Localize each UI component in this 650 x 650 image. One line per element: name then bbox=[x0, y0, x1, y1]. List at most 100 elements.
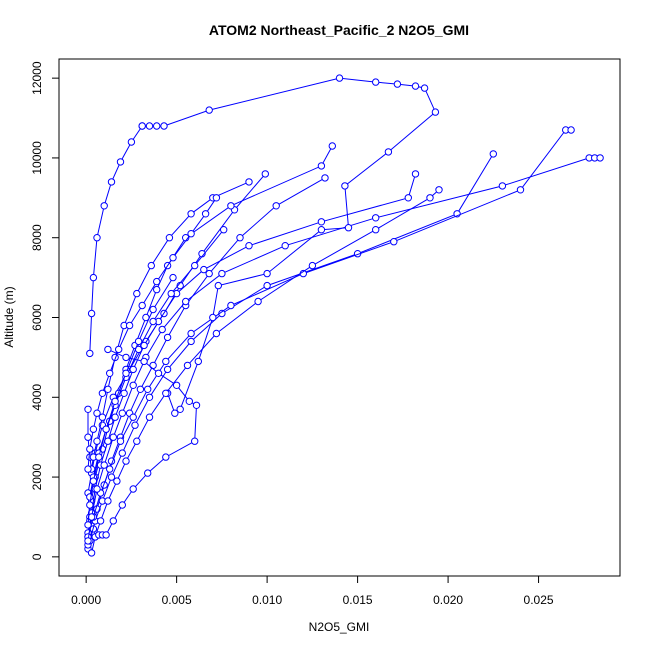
data-point bbox=[431, 108, 440, 116]
data-point bbox=[129, 485, 137, 493]
x-tick-label: 0.020 bbox=[433, 593, 463, 607]
data-point bbox=[118, 449, 127, 457]
data-point bbox=[187, 329, 195, 338]
data-point bbox=[84, 405, 92, 413]
data-point bbox=[89, 273, 98, 282]
data-point bbox=[116, 437, 125, 445]
data-point bbox=[411, 170, 420, 178]
series-4 bbox=[84, 170, 420, 537]
data-point bbox=[111, 413, 119, 421]
data-point bbox=[205, 269, 213, 278]
data-point bbox=[109, 433, 118, 441]
data-point bbox=[162, 357, 170, 366]
data-point bbox=[158, 325, 166, 334]
data-point bbox=[281, 242, 289, 250]
data-point bbox=[118, 409, 127, 417]
data-point bbox=[140, 357, 148, 366]
data-point bbox=[516, 186, 525, 194]
data-point bbox=[95, 453, 103, 461]
y-axis-title: Altitude (m) bbox=[2, 286, 16, 347]
data-point bbox=[167, 289, 175, 298]
data-point bbox=[153, 277, 161, 286]
data-point bbox=[328, 142, 336, 150]
data-point bbox=[169, 254, 177, 262]
data-point bbox=[227, 301, 235, 310]
data-point bbox=[162, 389, 170, 397]
data-point bbox=[160, 122, 168, 130]
data-point bbox=[129, 381, 137, 389]
data-point bbox=[153, 285, 161, 294]
data-point bbox=[426, 194, 434, 202]
data-point bbox=[335, 74, 344, 82]
data-point bbox=[104, 345, 112, 354]
data-point bbox=[104, 437, 112, 445]
data-point bbox=[98, 413, 107, 421]
series-6 bbox=[84, 126, 575, 541]
data-point bbox=[93, 234, 101, 242]
data-point bbox=[89, 425, 98, 433]
data-point bbox=[372, 78, 380, 86]
data-point bbox=[272, 202, 280, 210]
series-12 bbox=[91, 345, 201, 541]
data-point bbox=[171, 409, 179, 417]
data-point bbox=[220, 226, 228, 234]
series-line bbox=[87, 277, 174, 525]
data-point bbox=[102, 531, 110, 539]
data-point bbox=[118, 501, 127, 509]
data-point bbox=[122, 353, 130, 362]
data-point bbox=[138, 122, 146, 130]
data-point bbox=[187, 210, 195, 218]
data-point bbox=[147, 261, 156, 270]
y-axis: 0 2000 4000 6000 8000 10000 12000 bbox=[30, 61, 60, 560]
data-point bbox=[113, 477, 121, 485]
data-point bbox=[263, 269, 271, 278]
x-tick-label: 0.005 bbox=[162, 593, 192, 607]
data-point bbox=[134, 337, 143, 346]
x-tick-label: 0.000 bbox=[71, 593, 101, 607]
series-line bbox=[87, 145, 333, 537]
data-point bbox=[192, 401, 201, 409]
data-point bbox=[111, 397, 119, 405]
data-point bbox=[420, 84, 429, 92]
data-point bbox=[89, 477, 98, 485]
data-point bbox=[129, 413, 137, 421]
data-point bbox=[183, 361, 192, 370]
data-point bbox=[149, 305, 157, 314]
data-point bbox=[176, 405, 184, 413]
series-line bbox=[87, 177, 326, 546]
data-layer bbox=[84, 74, 604, 557]
data-point bbox=[144, 469, 152, 477]
data-point bbox=[100, 202, 108, 210]
y-tick-label: 10000 bbox=[30, 141, 44, 175]
data-point bbox=[145, 122, 154, 130]
data-point bbox=[245, 178, 253, 186]
data-point bbox=[98, 389, 107, 397]
data-point bbox=[149, 361, 157, 370]
data-point bbox=[86, 493, 94, 501]
data-point bbox=[187, 337, 195, 346]
data-point bbox=[227, 202, 235, 210]
data-point bbox=[489, 150, 497, 158]
data-point bbox=[201, 210, 210, 218]
data-point bbox=[96, 517, 105, 525]
data-point bbox=[84, 433, 92, 441]
data-point bbox=[116, 158, 125, 166]
data-point bbox=[596, 154, 604, 162]
data-point bbox=[122, 369, 130, 377]
data-point bbox=[317, 226, 326, 234]
data-point bbox=[172, 381, 181, 389]
data-point bbox=[138, 301, 146, 310]
data-point bbox=[87, 549, 96, 557]
data-point bbox=[127, 138, 136, 146]
x-axis: 0.000 0.005 0.010 0.015 0.020 0.025 bbox=[71, 575, 554, 607]
data-point bbox=[109, 517, 118, 525]
series-line bbox=[142, 77, 437, 414]
data-point bbox=[209, 313, 217, 322]
data-point bbox=[321, 174, 329, 182]
data-point bbox=[144, 385, 152, 393]
data-point bbox=[133, 437, 141, 445]
series-9 bbox=[138, 74, 440, 417]
data-point bbox=[182, 297, 190, 306]
data-point bbox=[372, 214, 380, 222]
data-point bbox=[162, 453, 170, 461]
